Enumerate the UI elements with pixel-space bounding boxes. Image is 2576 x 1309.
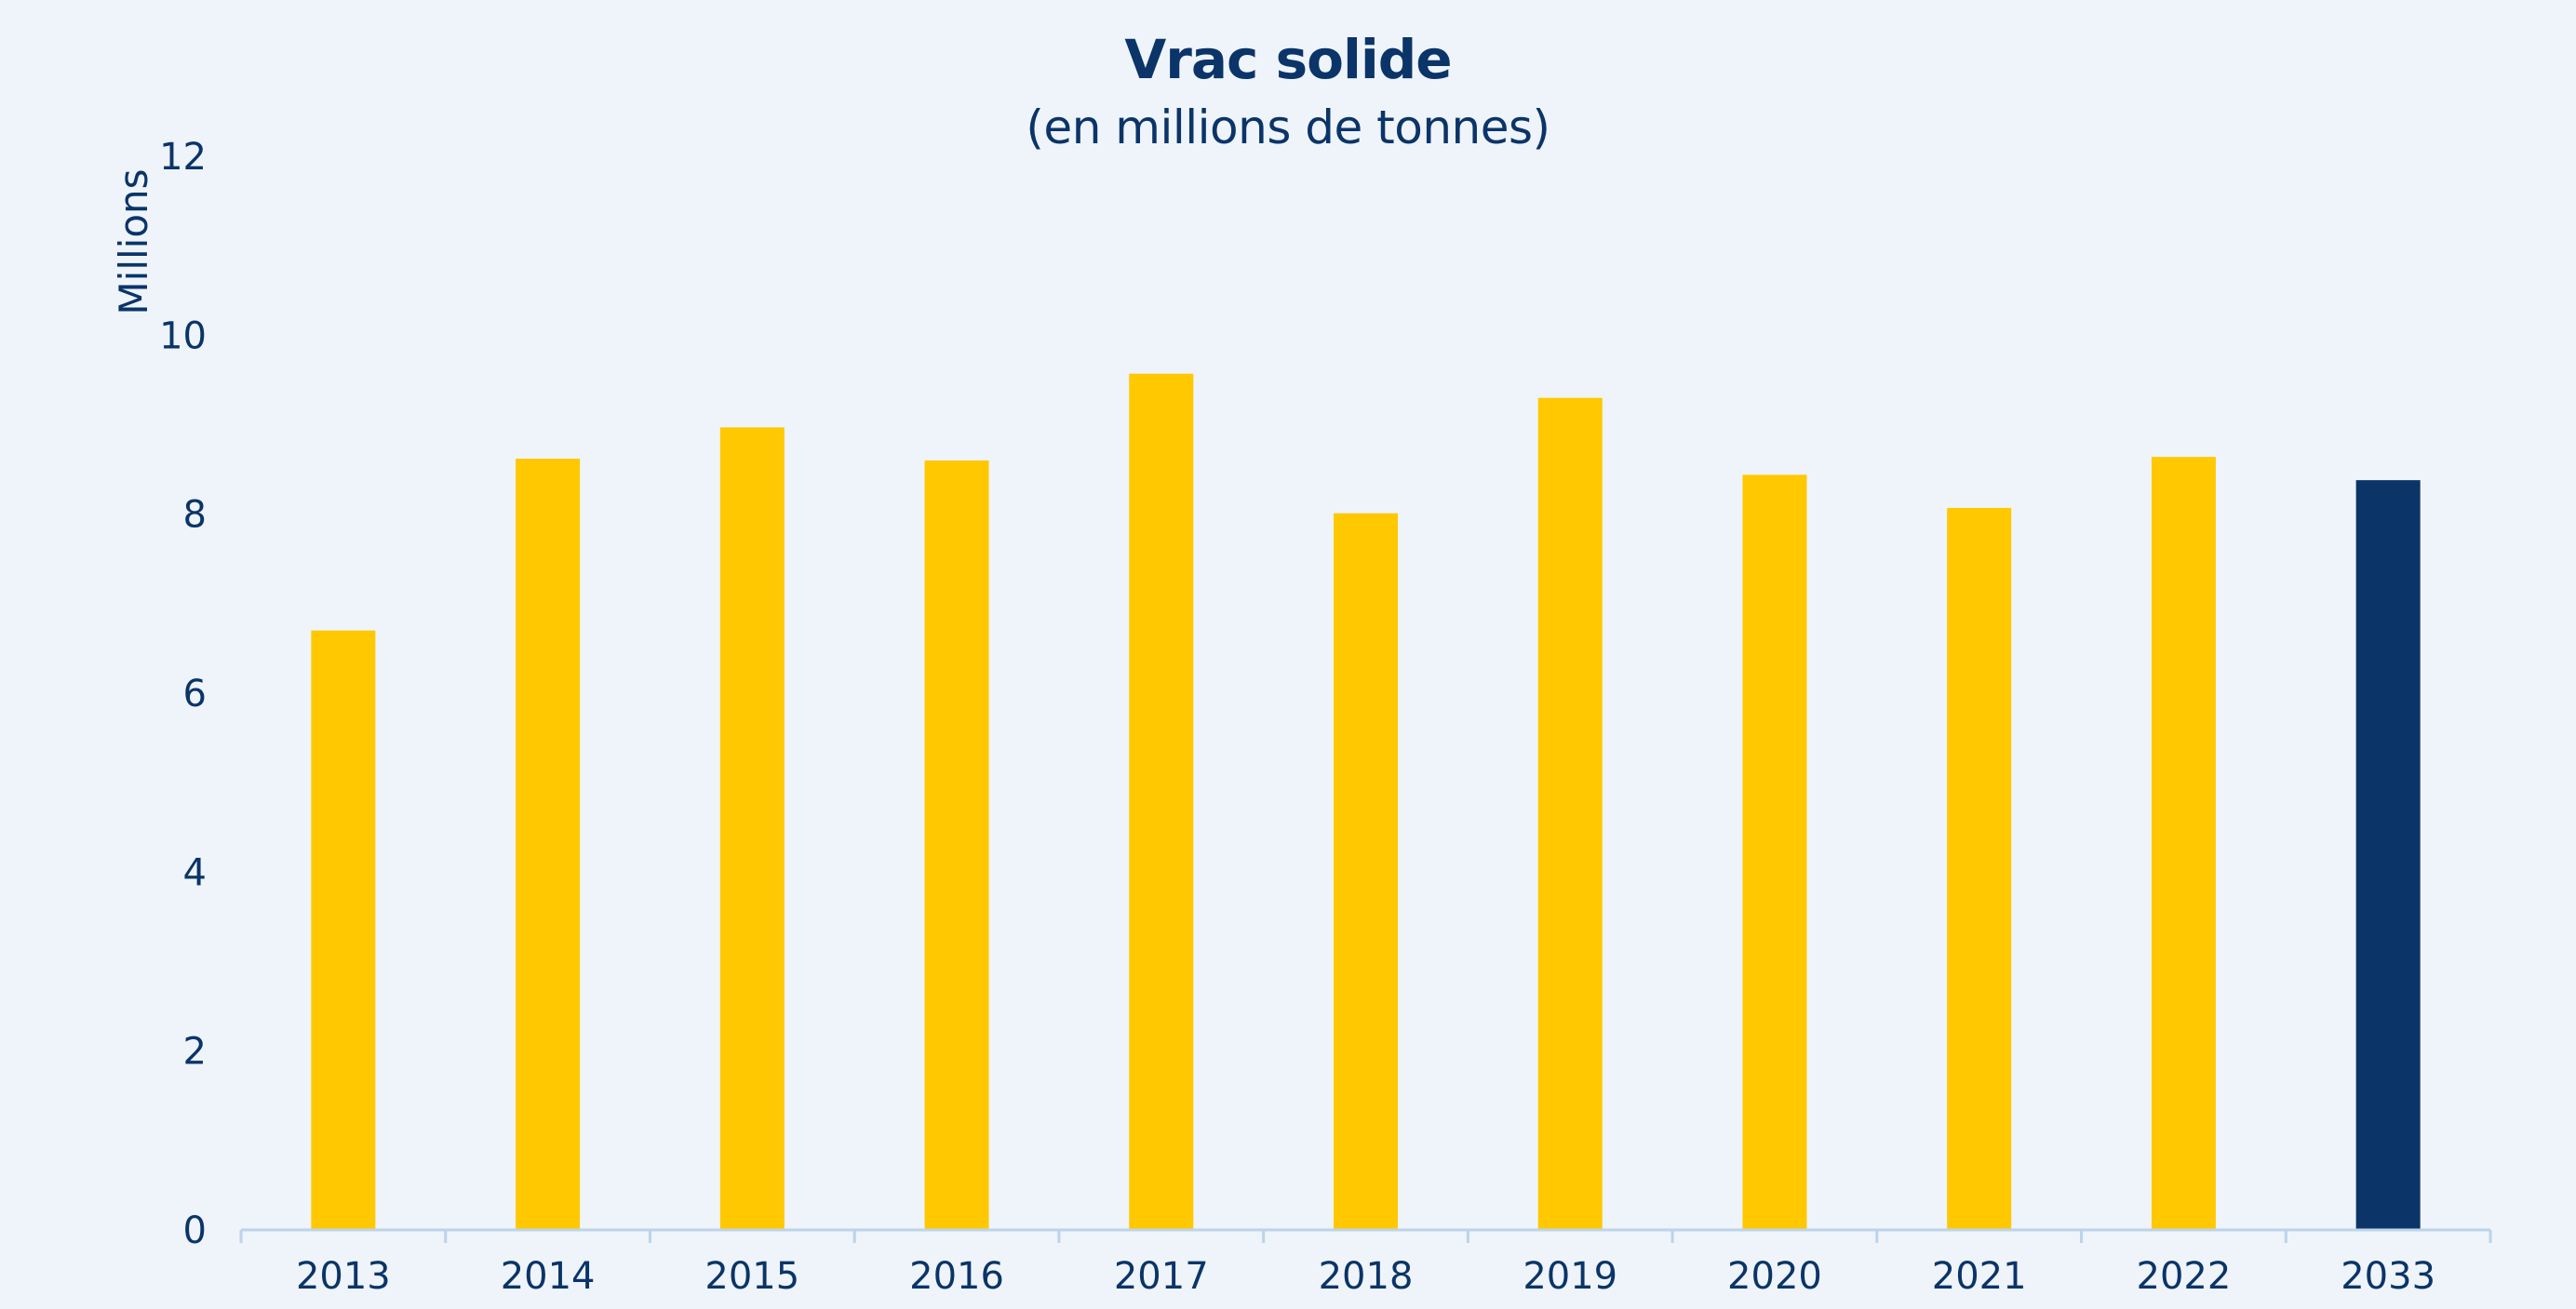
x-tick-label: 2021 (1932, 1255, 2027, 1298)
y-tick-label: 12 (159, 136, 207, 179)
y-axis-ticks: 0 2 4 6 8 10 12 (159, 136, 207, 1252)
bar-2016 (924, 460, 989, 1230)
x-tick-label: 2015 (704, 1255, 799, 1298)
x-tick-label: 2020 (1727, 1255, 1822, 1298)
bar-2015 (719, 427, 785, 1230)
bar-2013 (311, 630, 376, 1230)
bar-2021 (1947, 507, 2012, 1230)
x-tick-label: 2019 (1523, 1255, 1617, 1298)
bars-group (311, 373, 2421, 1230)
y-tick-label: 2 (183, 1031, 207, 1074)
bar-2017 (1129, 373, 1194, 1230)
x-tick-label: 2013 (296, 1255, 391, 1298)
x-axis-labels: 2013 2014 2015 2016 2017 2018 2019 2020 2021 2022… (296, 1255, 2435, 1298)
chart-title: Vrac solide (1124, 28, 1452, 91)
x-tick-label: 2014 (501, 1255, 596, 1298)
bar-2018 (1334, 513, 1398, 1230)
chart-subtitle: (en millions de tonnes) (1026, 100, 1550, 154)
x-tick-label: 2022 (2137, 1255, 2232, 1298)
bar-2019 (1537, 397, 1603, 1230)
y-tick-label: 0 (183, 1209, 207, 1252)
bar-2022 (2151, 457, 2216, 1230)
bar-2033 (2355, 480, 2421, 1230)
y-tick-label: 8 (183, 494, 207, 537)
y-axis-label: Millions (111, 168, 156, 314)
y-tick-label: 10 (159, 314, 207, 357)
bar-2020 (1742, 474, 1807, 1230)
x-tick-label: 2018 (1319, 1255, 1414, 1298)
x-axis-ticks (239, 1230, 2492, 1243)
bar-2014 (516, 459, 581, 1230)
y-tick-label: 6 (183, 673, 207, 715)
y-tick-label: 4 (183, 851, 207, 894)
x-tick-label: 2016 (909, 1255, 1004, 1298)
x-tick-label: 2017 (1114, 1255, 1209, 1298)
x-tick-label: 2033 (2341, 1255, 2435, 1298)
